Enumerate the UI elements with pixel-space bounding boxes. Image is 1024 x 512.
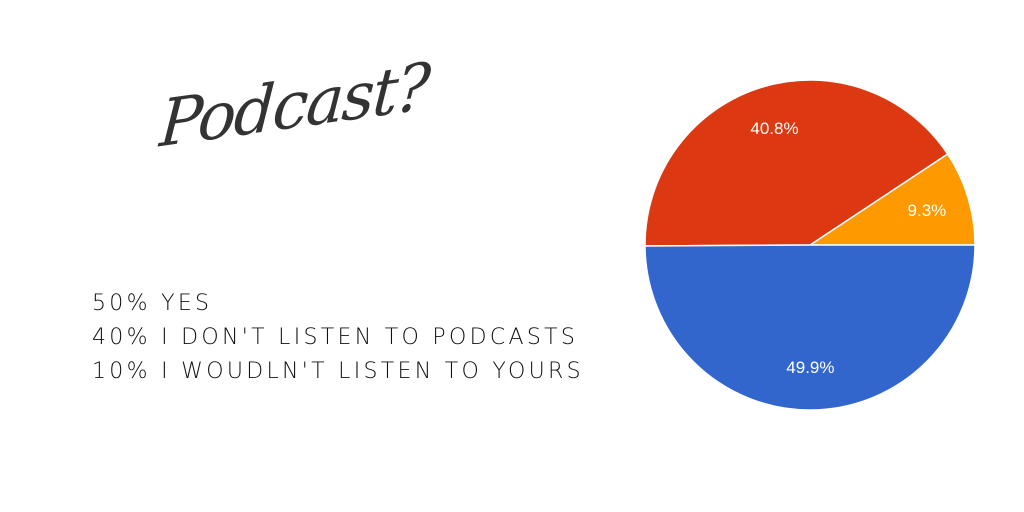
pie-slice-label-0: 9.3%	[908, 201, 947, 220]
legend-line-dont-listen: 40% I DON'T LISTEN TO PODCASTS	[92, 325, 579, 350]
pie-slice-label-2: 49.9%	[786, 358, 834, 377]
pie-slice-label-1: 40.8%	[750, 119, 798, 138]
legend-line-wouldnt-listen: 10% I WOUDLN'T LISTEN TO YOURS	[92, 359, 584, 384]
results-legend: 50% YES 40% I DON'T LISTEN TO PODCASTS 1…	[92, 287, 584, 389]
pie-slice-0	[807, 152, 976, 246]
legend-line-yes: 50% YES	[92, 291, 213, 316]
pie-slice-1	[644, 79, 949, 247]
pie-slice-2	[644, 244, 976, 411]
